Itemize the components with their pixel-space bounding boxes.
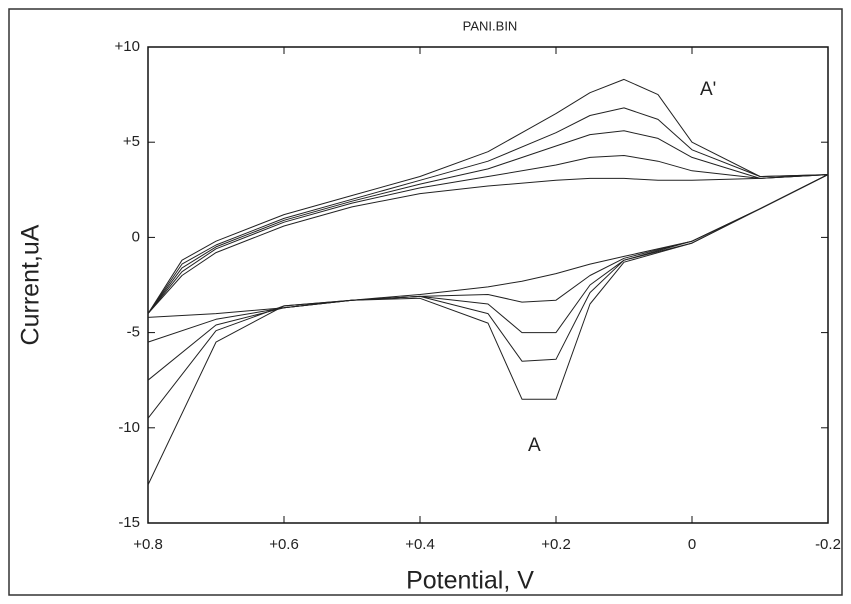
- plot-area: [147, 46, 829, 524]
- chart-title: PANI.BIN: [463, 18, 518, 33]
- x-tick-label: 0: [688, 536, 696, 553]
- x-tick-label: +0.2: [541, 536, 571, 553]
- cv-curve: [147, 107, 829, 419]
- annotation: A': [700, 79, 716, 100]
- cv-curve: [147, 130, 829, 381]
- y-tick-label: -15: [118, 514, 140, 531]
- y-tick-label: -5: [127, 324, 140, 341]
- x-tick-label: +0.6: [269, 536, 299, 553]
- x-tick-label: -0.2: [815, 536, 841, 553]
- y-tick-label: +5: [123, 133, 140, 150]
- cv-curve: [147, 174, 829, 318]
- x-tick-label: +0.4: [405, 536, 435, 553]
- y-tick-label: -10: [118, 419, 140, 436]
- annotation: A: [528, 435, 541, 456]
- y-tick-label: 0: [132, 228, 140, 245]
- frame: [8, 8, 843, 596]
- y-axis-label: Current,uA: [17, 224, 45, 345]
- x-axis-label: Potential, V: [406, 567, 534, 595]
- x-tick-label: +0.8: [133, 536, 163, 553]
- y-tick-label: +10: [115, 38, 140, 55]
- cv-curve: [147, 78, 829, 486]
